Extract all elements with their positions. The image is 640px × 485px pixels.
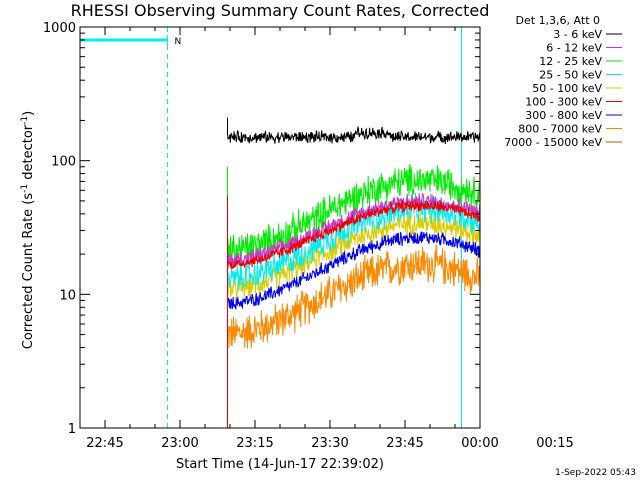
legend-label-3: 25 - 50 keV — [539, 69, 602, 82]
legend-label-6: 300 - 800 keV — [525, 109, 602, 122]
y-tick-label-3: 1000 — [43, 21, 76, 36]
x-tick-label-5: 00:00 — [461, 436, 498, 451]
y-tick-label-2: 100 — [51, 155, 76, 170]
x-tick-label-0: 22:45 — [86, 436, 123, 451]
plot-content: N — [80, 27, 480, 428]
y-tick-label-1: 10 — [59, 288, 76, 303]
x-tick-label-3: 23:30 — [311, 436, 348, 451]
x-axis: 22:45 23:00 23:15 23:30 23:45 00:00 00:15 — [79, 27, 574, 451]
plot-area: N — [80, 27, 480, 428]
legend-label-7: 800 - 7000 keV — [518, 123, 602, 136]
series-line-2 — [227, 163, 480, 264]
x-tick-label-1: 23:00 — [161, 436, 198, 451]
series-line-5 — [227, 200, 480, 271]
series-line-7 — [227, 244, 480, 349]
legend-label-1: 6 - 12 keV — [546, 42, 602, 55]
legend-header: Det 1,3,6, Att 0 — [516, 14, 600, 27]
y-axis-label-mid: detector — [21, 124, 36, 184]
night-annotation-label: N — [175, 37, 182, 47]
legend-label-5: 100 - 300 keV — [525, 96, 602, 109]
y-axis-label-sup2: -1 — [20, 116, 30, 125]
y-axis-label: Corrected Count Rate (s-1 detector-1) — [20, 111, 36, 349]
y-axis: 1 10 100 1000 — [43, 21, 480, 437]
legend-label-4: 50 - 100 keV — [532, 82, 602, 95]
legend-label-0: 3 - 6 keV — [553, 28, 602, 41]
legend-label-8: 7000 - 15000 keV — [504, 136, 602, 149]
x-tick-label-6: 00:15 — [536, 436, 573, 451]
series-line-0 — [227, 117, 480, 145]
footnote-timestamp: 1-Sep-2022 05:43 — [555, 468, 636, 478]
y-axis-label-sup1: -1 — [20, 184, 30, 193]
series-line-3 — [227, 192, 480, 292]
chart-title: RHESSI Observing Summary Count Rates, Co… — [71, 1, 490, 20]
y-tick-label-0: 1 — [68, 422, 76, 437]
legend-label-2: 12 - 25 keV — [539, 55, 602, 68]
y-axis-label-main: Corrected Count Rate (s — [21, 193, 36, 350]
y-axis-label-end: ) — [21, 111, 36, 116]
x-tick-label-4: 23:45 — [386, 436, 423, 451]
series-line-6 — [227, 231, 480, 310]
x-axis-label: Start Time (14-Jun-17 22:39:02) — [176, 457, 384, 472]
x-tick-label-2: 23:15 — [236, 436, 273, 451]
